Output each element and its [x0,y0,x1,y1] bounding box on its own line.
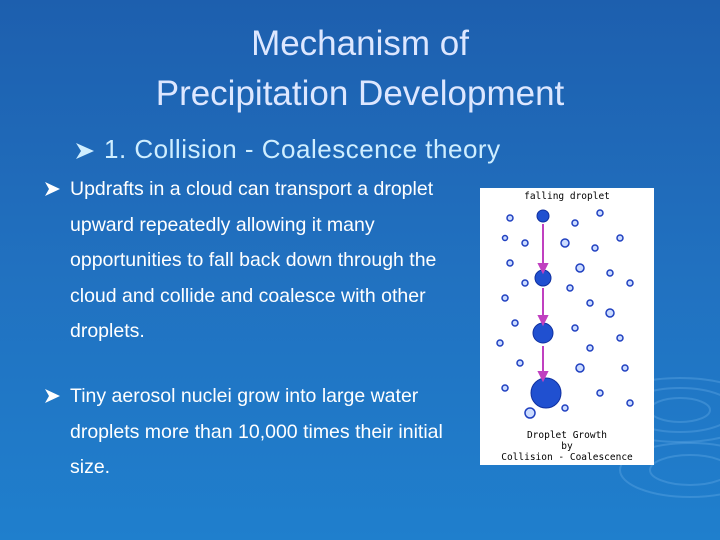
heading: 1. Collision - Coalescence theory [104,134,501,164]
bullet-arrow [45,182,60,196]
bullet-arrow [45,389,60,403]
figure-caption: Droplet Growth [526,430,608,441]
bullet-arrow [76,143,94,159]
droplet-diagram [496,209,634,419]
figure-caption: by [561,441,573,452]
figure: falling droplet Droplet Growth b [480,188,654,465]
figure-label: falling droplet [524,191,610,202]
bullet-text: Updrafts in a cloud can transport a drop… [70,178,437,342]
figure-caption: Collision - Coalescence [501,452,633,463]
title-line: Precipitation Development [155,74,565,113]
title-line: Mechanism of [251,24,469,63]
bullet-text: Tiny aerosol nuclei grow into large wate… [70,385,443,478]
